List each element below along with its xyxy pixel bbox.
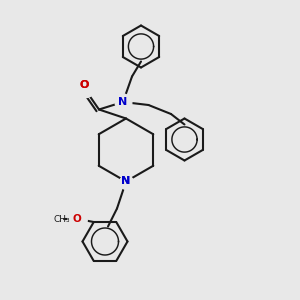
Text: CH₃: CH₃ — [54, 214, 70, 224]
Text: N: N — [118, 97, 127, 107]
Text: O: O — [79, 80, 89, 91]
Text: N: N — [122, 176, 130, 187]
Text: N: N — [122, 176, 130, 187]
Text: O: O — [73, 214, 82, 224]
Text: O: O — [79, 80, 89, 91]
